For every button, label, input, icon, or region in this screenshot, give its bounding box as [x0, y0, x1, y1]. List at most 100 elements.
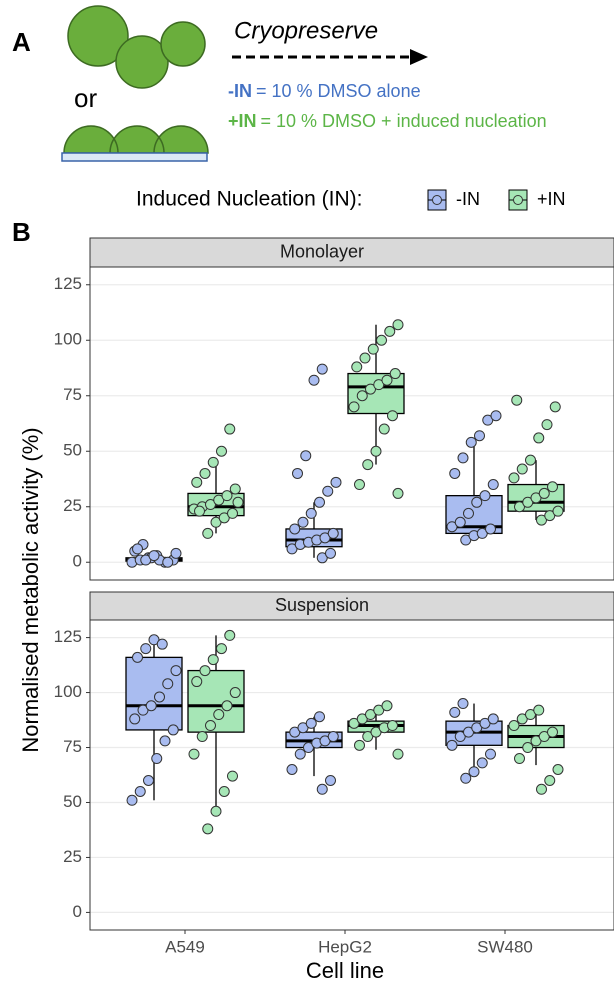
point	[476, 757, 488, 769]
arrow-head	[410, 49, 428, 65]
point	[308, 374, 320, 386]
point	[392, 748, 404, 760]
point	[156, 638, 168, 650]
facet-title: Monolayer	[280, 241, 364, 261]
point	[365, 383, 376, 395]
point	[541, 419, 553, 431]
point	[511, 394, 523, 406]
y-tick-label: 100	[54, 330, 82, 349]
legend: Induced Nucleation (IN): -IN +IN	[136, 188, 566, 211]
point	[143, 774, 154, 786]
cell	[67, 5, 129, 67]
point	[300, 450, 312, 462]
y-tick-label: 75	[63, 385, 82, 404]
condition-key: -IN	[228, 81, 252, 101]
point	[305, 507, 317, 519]
point	[129, 713, 141, 725]
point	[207, 456, 219, 468]
point	[514, 753, 525, 765]
point	[468, 766, 480, 778]
legend-title: Induced Nucleation (IN):	[136, 188, 362, 211]
point	[162, 678, 174, 690]
point	[530, 492, 542, 504]
point	[485, 748, 496, 760]
facet-title: Suspension	[275, 595, 369, 615]
point	[145, 700, 157, 712]
legend-key-point	[432, 195, 442, 205]
point	[482, 414, 494, 426]
point	[322, 485, 334, 497]
point	[351, 361, 363, 373]
panel-label: A	[12, 27, 31, 57]
point	[533, 704, 545, 716]
point	[544, 774, 556, 786]
point	[522, 742, 534, 754]
point	[229, 687, 241, 699]
point	[170, 665, 182, 677]
condition-key: +IN	[228, 111, 257, 131]
point	[202, 823, 214, 835]
point	[457, 452, 469, 464]
point	[547, 481, 558, 493]
point	[196, 731, 208, 743]
point	[286, 543, 298, 555]
strip	[89, 591, 614, 621]
point	[516, 463, 528, 475]
conditions: -IN = 10 % DMSO alone +IN = 10 % DMSO + ind…	[228, 81, 547, 131]
plot: Monolayer 0 25 50 75 100 125 Suspension 0 25 50 75 1…	[18, 237, 614, 983]
point	[359, 352, 371, 364]
point	[170, 547, 182, 559]
point	[446, 521, 458, 533]
point	[381, 700, 393, 712]
point	[154, 691, 165, 703]
x-tick-label: SW480	[477, 937, 533, 956]
point	[487, 713, 499, 725]
point	[148, 550, 160, 562]
point	[159, 735, 171, 747]
point	[454, 516, 466, 528]
point	[188, 748, 200, 760]
point	[362, 459, 374, 471]
point	[294, 748, 306, 760]
y-tick-label: 125	[54, 274, 82, 293]
point	[194, 505, 205, 517]
point	[216, 445, 227, 457]
point	[167, 724, 179, 736]
point	[151, 753, 163, 765]
point	[384, 325, 396, 337]
point	[544, 510, 556, 522]
point	[508, 720, 520, 732]
point	[457, 698, 469, 710]
action-text: Cryopreserve	[234, 17, 378, 44]
point	[327, 731, 339, 743]
y-tick-label: 125	[54, 627, 82, 646]
point	[465, 436, 477, 448]
point	[126, 794, 138, 806]
point	[490, 410, 502, 422]
point	[378, 423, 390, 435]
point	[552, 764, 564, 776]
point	[354, 479, 365, 491]
point	[387, 720, 398, 732]
cell	[160, 21, 206, 67]
point	[224, 423, 236, 435]
point	[218, 785, 230, 797]
point	[134, 785, 146, 797]
point	[289, 523, 301, 535]
point	[205, 499, 216, 511]
legend-key-point	[513, 195, 523, 205]
panel-label: B	[12, 217, 31, 247]
point	[533, 432, 545, 444]
x-tick-label: A549	[165, 937, 205, 956]
y-tick-label: 0	[73, 902, 82, 921]
y-tick-label: 0	[73, 552, 82, 571]
or-text: or	[74, 83, 97, 113]
point	[449, 706, 461, 718]
panel	[90, 267, 614, 580]
y-axis-title: Normalised metabolic activity (%)	[18, 427, 43, 752]
point	[132, 543, 143, 555]
y-tick-label: 25	[63, 847, 82, 866]
point	[479, 490, 491, 502]
point	[213, 494, 225, 506]
